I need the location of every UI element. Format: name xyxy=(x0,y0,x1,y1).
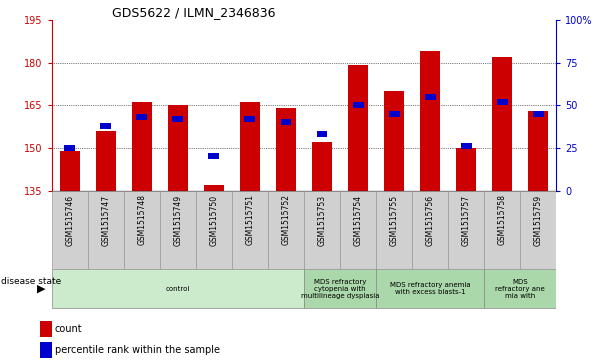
Bar xyxy=(196,191,232,269)
Text: MDS refractory
cytopenia with
multilineage dysplasia: MDS refractory cytopenia with multilinea… xyxy=(301,278,379,299)
Bar xyxy=(100,123,111,129)
Text: GSM1515755: GSM1515755 xyxy=(390,195,399,246)
Text: ▶: ▶ xyxy=(37,284,46,294)
Text: GSM1515746: GSM1515746 xyxy=(65,195,74,246)
Bar xyxy=(132,102,152,191)
Text: GSM1515747: GSM1515747 xyxy=(102,195,110,246)
Text: GSM1515750: GSM1515750 xyxy=(209,195,218,246)
Bar xyxy=(168,105,188,191)
Bar xyxy=(268,191,304,269)
Bar xyxy=(484,269,556,308)
Bar xyxy=(520,191,556,269)
Bar xyxy=(276,108,296,191)
Text: percentile rank within the sample: percentile rank within the sample xyxy=(55,345,219,355)
Text: GSM1515749: GSM1515749 xyxy=(173,195,182,246)
Bar xyxy=(304,269,376,308)
Bar xyxy=(209,154,219,159)
Bar xyxy=(533,111,544,117)
Bar xyxy=(40,342,52,358)
Bar xyxy=(425,94,435,100)
Bar xyxy=(384,91,404,191)
Bar xyxy=(528,111,548,191)
Text: GSM1515753: GSM1515753 xyxy=(317,195,326,246)
Bar xyxy=(448,191,484,269)
Bar xyxy=(304,191,340,269)
Bar xyxy=(240,102,260,191)
Text: GSM1515748: GSM1515748 xyxy=(137,195,147,245)
Bar xyxy=(244,116,255,122)
Bar xyxy=(124,191,160,269)
Bar xyxy=(136,114,147,120)
Bar xyxy=(280,119,291,125)
Bar xyxy=(173,116,183,122)
Bar xyxy=(64,145,75,151)
Bar xyxy=(492,57,512,191)
Bar xyxy=(232,191,268,269)
Bar xyxy=(376,191,412,269)
Text: GSM1515759: GSM1515759 xyxy=(534,195,543,246)
Bar xyxy=(160,191,196,269)
Text: GSM1515752: GSM1515752 xyxy=(282,195,291,245)
Text: GSM1515756: GSM1515756 xyxy=(426,195,435,246)
Bar xyxy=(40,321,52,337)
Bar xyxy=(412,191,448,269)
Bar xyxy=(376,269,484,308)
Text: MDS
refractory ane
mia with: MDS refractory ane mia with xyxy=(496,278,545,299)
Bar xyxy=(420,51,440,191)
Text: disease state: disease state xyxy=(1,277,61,286)
Bar xyxy=(52,191,88,269)
Text: MDS refractory anemia
with excess blasts-1: MDS refractory anemia with excess blasts… xyxy=(390,282,471,295)
Bar xyxy=(456,148,476,191)
Bar xyxy=(340,191,376,269)
Bar xyxy=(88,191,124,269)
Text: GSM1515757: GSM1515757 xyxy=(461,195,471,246)
Bar xyxy=(484,191,520,269)
Bar xyxy=(60,151,80,191)
Bar xyxy=(317,131,328,137)
Text: GSM1515758: GSM1515758 xyxy=(498,195,506,245)
Bar xyxy=(52,269,304,308)
Text: control: control xyxy=(165,286,190,291)
Bar xyxy=(353,102,364,108)
Text: count: count xyxy=(55,324,82,334)
Bar xyxy=(204,185,224,191)
Bar xyxy=(461,143,472,149)
Bar xyxy=(312,142,332,191)
Bar xyxy=(96,131,116,191)
Bar xyxy=(348,65,368,191)
Text: GSM1515754: GSM1515754 xyxy=(354,195,362,246)
Bar xyxy=(389,111,399,117)
Text: GSM1515751: GSM1515751 xyxy=(246,195,254,245)
Text: GDS5622 / ILMN_2346836: GDS5622 / ILMN_2346836 xyxy=(112,6,276,19)
Bar xyxy=(497,99,508,105)
